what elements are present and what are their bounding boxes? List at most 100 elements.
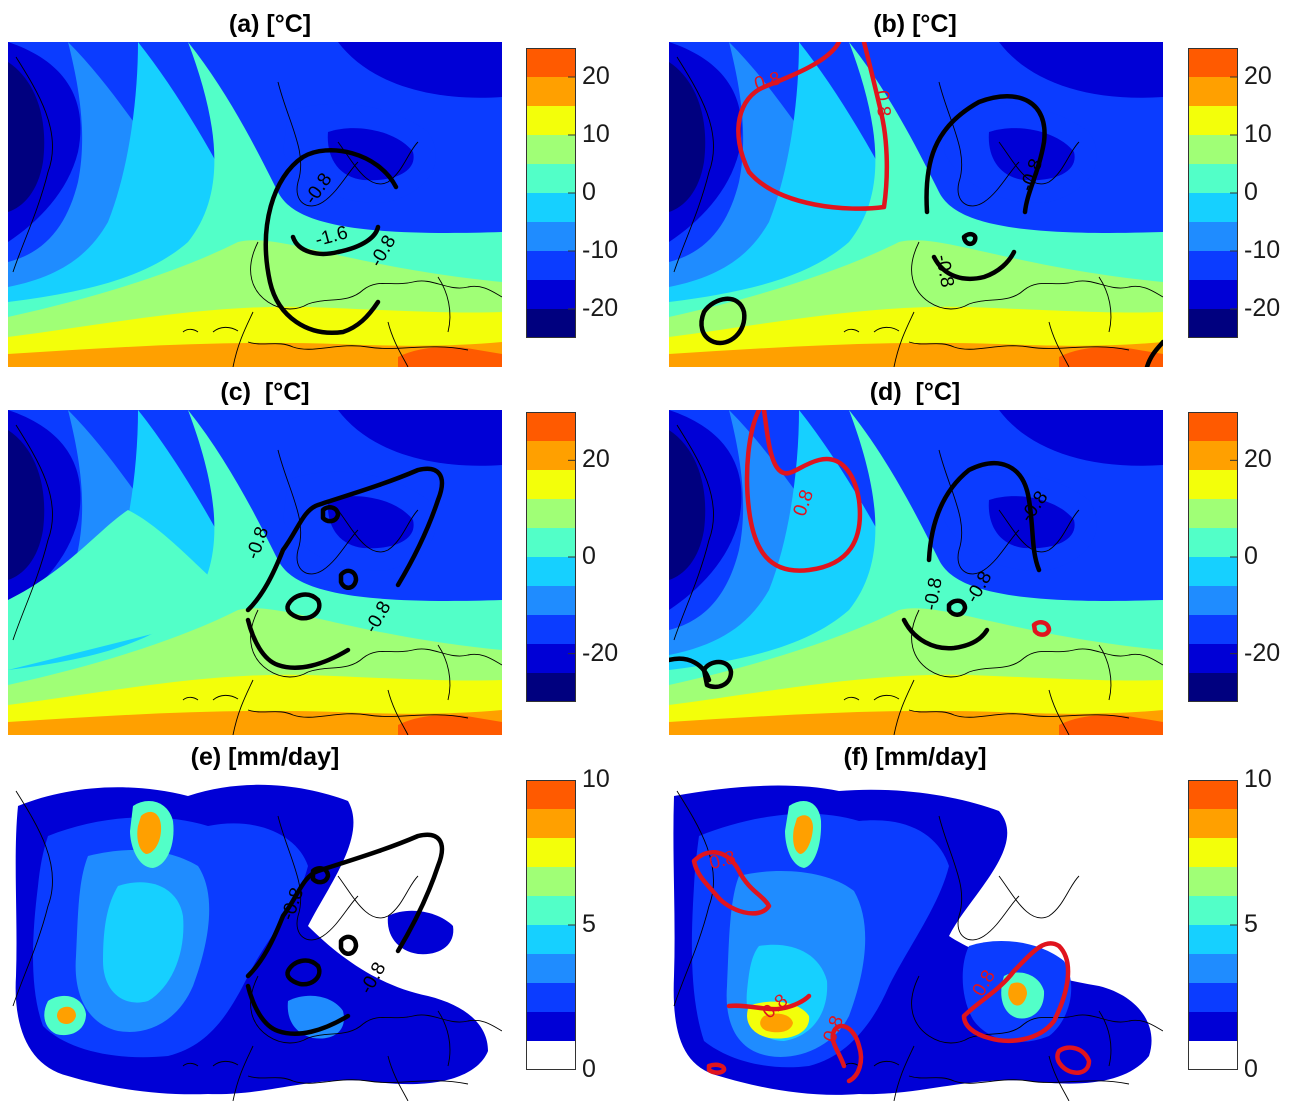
colorbar-tick-label: 20 [582,62,610,90]
colorbar-segment [1188,557,1238,587]
coastline [12,56,53,273]
colorbar-segment [526,499,576,529]
shaded-level-8 [793,815,813,854]
shaded-level-0 [669,62,706,212]
coastline [12,790,53,1007]
negative-contour [338,934,359,956]
shaded-level-8 [137,811,162,854]
shaded-level-8 [760,1013,793,1033]
shaded-level-9 [398,346,502,367]
map-svg: 0.80.8-0.8-0.8 [669,42,1163,367]
coastline [247,709,469,719]
coastline [1098,1010,1112,1067]
colorbar-segment [1188,164,1238,194]
colorbar-svg [526,48,576,338]
coastline [911,241,970,310]
coastline [1073,648,1163,666]
coastline [337,141,419,185]
colorbar-segment [1188,470,1238,500]
colorbar-segment [526,983,576,1013]
colorbar-tick-label: 5 [582,910,596,938]
coastline [232,679,254,735]
coastline [277,81,359,207]
colorbar-tick-label: -20 [582,294,619,322]
colorbar-tick-label: 10 [1244,765,1272,793]
coastline [387,321,409,367]
negative-contour [701,659,734,690]
colorbar-segment [1188,838,1238,868]
map-panel-e: -0.8 -0.8 [8,776,502,1101]
negative-contour [285,592,322,621]
coastline [893,311,915,367]
coastline [1048,1055,1070,1101]
negative-contour [931,249,1017,282]
colorbar-segment [1188,896,1238,926]
positive-contour [706,1062,727,1075]
coastline [911,975,970,1044]
coastline [212,326,239,333]
shaded-level-1 [327,128,414,181]
shaded-level-1 [999,410,1163,466]
coastline [387,689,409,735]
shaded-level-9 [1059,346,1163,367]
colorbar-segment [1188,615,1238,645]
coastline [232,311,254,367]
contour-label: 0.8 [871,89,894,117]
colorbar-segment [526,280,576,310]
coastline [412,280,502,298]
colorbar-tick-label: -10 [1244,236,1281,264]
colorbar-segment [526,867,576,897]
colorbar-c: 20 0 -20 [526,412,618,702]
negative-contour [320,505,341,524]
coastline [938,449,1020,575]
coastline [998,141,1080,185]
colorbar-tick-label: -10 [582,236,619,264]
colorbar-segment [526,470,576,500]
colorbar-segment [1188,644,1238,674]
positive-contour [726,993,812,1012]
negative-contour [946,598,968,617]
colorbar-tick-label: 0 [582,178,596,206]
negative-contour [699,296,747,346]
positive-contour [691,850,772,916]
colorbar-tick-label: 0 [1244,1055,1258,1083]
colorbar-segment [1188,251,1238,281]
shaded-level-1 [999,42,1163,98]
coastline [998,509,1080,553]
colorbar-tick-label: -20 [1244,638,1281,667]
negative-contour [338,568,359,590]
negative-contour [245,983,351,1036]
coastline [250,241,309,310]
shaded-level-4 [103,882,184,1003]
colorbar-segment [1188,673,1238,702]
colorbar-segment [1188,441,1238,471]
coastline [437,276,451,333]
panel-title: (f) [mm/day] [843,743,987,771]
colorbar-segment [1188,193,1238,223]
positive-contour [1055,1045,1092,1075]
negative-contour [245,617,351,670]
shaded-level-9 [1059,714,1163,735]
colorbar-segment [526,954,576,984]
coastline [437,1010,451,1067]
coastline [998,875,1080,919]
colorbar-segment [526,809,576,839]
coastline [307,649,414,673]
colorbar-segment [1188,954,1238,984]
colorbar-tick-label: 0 [1244,542,1258,570]
colorbar-segment [526,557,576,587]
shaded-level-0 [8,430,45,580]
coastline [1048,689,1070,735]
positive-contour [736,42,890,211]
colorbar-segment [526,77,576,107]
colorbar-segment [526,1012,576,1042]
shaded-level-1 [988,128,1075,181]
colorbar-segment [1188,586,1238,616]
coastline [1048,321,1070,367]
coastline [908,1075,1130,1085]
positive-contour [961,941,1071,1043]
coastline [1073,280,1163,298]
map-svg: 0.80.80.80.8 [669,776,1163,1101]
colorbar-svg [526,412,576,702]
colorbar-segment [1188,48,1238,78]
